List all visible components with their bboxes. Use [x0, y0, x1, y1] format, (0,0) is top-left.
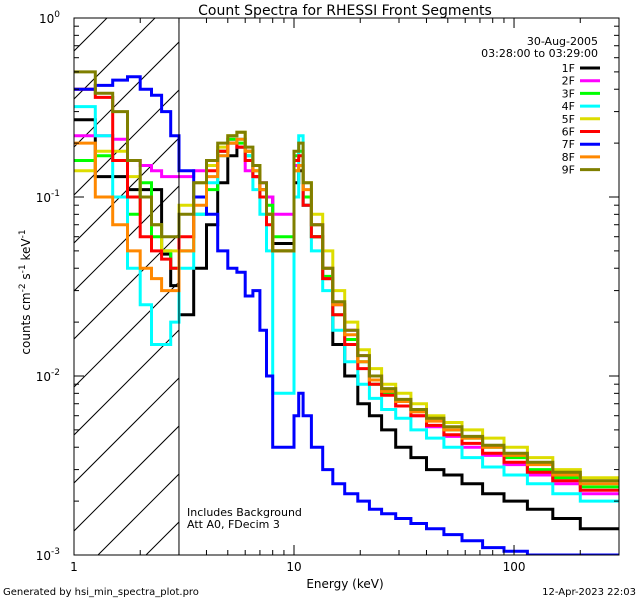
series-4F-line [74, 105, 619, 503]
hatch-line [74, 377, 179, 484]
footer-timestamp: 12-Apr-2023 22:03 [542, 587, 636, 598]
annotation-background: Includes Background [187, 506, 302, 519]
series-1F-line [74, 118, 619, 531]
y-tick-label: 10-2 [36, 368, 60, 384]
x-tick-label: 10 [286, 560, 301, 574]
hatch-line [0, 18, 59, 555]
legend-label-5F: 5F [562, 113, 575, 126]
series-layer [74, 70, 619, 555]
hatch-line [74, 89, 179, 196]
date-label: 30-Aug-2005 [527, 35, 598, 48]
legend-label-6F: 6F [562, 126, 575, 139]
series-3F-line [74, 137, 619, 489]
series-9F-line [74, 70, 619, 483]
legend-label-3F: 3F [562, 87, 575, 100]
x-tick-label: 100 [503, 560, 526, 574]
plot-frame [73, 17, 620, 556]
legend-label-9F: 9F [562, 164, 575, 177]
time-range-label: 03:28:00 to 03:29:00 [481, 47, 598, 60]
hatch-line [74, 18, 108, 52]
hatch-line [0, 18, 11, 555]
y-tick-label: 100 [39, 10, 60, 26]
x-axis-label: Energy (keV) [306, 577, 383, 591]
hatch-line [74, 185, 179, 292]
hatch-line [74, 137, 179, 244]
y-tick-label: 10-1 [36, 189, 60, 205]
legend-label-1F: 1F [562, 62, 575, 75]
footer-generator: Generated by hsi_min_spectra_plot.pro [3, 587, 199, 598]
series-8F-line [74, 137, 619, 486]
hatch-line [74, 233, 179, 340]
series-6F-line [74, 87, 619, 492]
axes: 1 10 100 100 10-1 10-2 10-3 [36, 10, 620, 574]
y-axis-label: counts cm-2 s-1 keV-1 [18, 229, 33, 354]
legend-label-7F: 7F [562, 138, 575, 151]
hatch-line [74, 425, 179, 532]
legend-label-4F: 4F [562, 100, 575, 113]
x-tick-label: 1 [70, 560, 78, 574]
y-tick-label: 10-3 [36, 547, 60, 563]
annotation-attenuator: Att A0, FDecim 3 [187, 518, 280, 531]
hatch-line [74, 281, 179, 388]
legend-label-2F: 2F [562, 75, 575, 88]
legend-label-8F: 8F [562, 151, 575, 164]
series-7F-line [74, 75, 619, 555]
chart-title: Count Spectra for RHESSI Front Segments [198, 3, 492, 19]
